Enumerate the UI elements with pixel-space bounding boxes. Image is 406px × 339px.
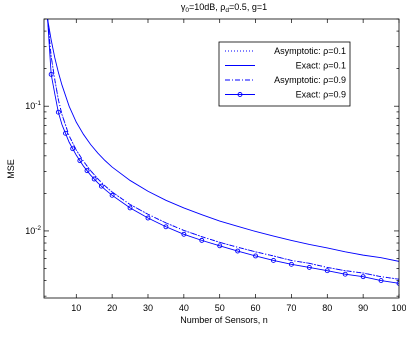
y-tick-label: 10-1 <box>25 100 41 111</box>
x-tick-label: 20 <box>107 303 117 313</box>
data-point <box>63 130 68 136</box>
series-line <box>47 19 399 284</box>
series-layer <box>47 19 399 286</box>
x-tick-label: 40 <box>179 303 189 313</box>
legend: Asymptotic: ρ=0.1 Exact: ρ=0.1 Asymptotic:… <box>218 41 351 107</box>
data-point <box>55 109 61 115</box>
title-gamma-rest: =10dB, ρ <box>189 2 225 12</box>
series-3 <box>47 19 399 280</box>
title-rho-sub: d <box>225 7 229 14</box>
data-point <box>181 231 187 237</box>
tick-labels: 10 20 30 40 50 60 70 80 90 100 10-1 10-2 <box>25 100 406 313</box>
data-point <box>98 183 104 189</box>
data-point <box>91 176 97 182</box>
legend-marker <box>237 92 243 97</box>
data-point <box>163 224 169 230</box>
title-rest: =0.5, g=1 <box>229 2 267 12</box>
data-point <box>199 237 205 243</box>
legend-box <box>218 41 351 107</box>
data-point <box>217 243 223 249</box>
data-point <box>342 271 348 277</box>
data-point <box>109 192 115 198</box>
series-4 <box>47 19 399 286</box>
x-tick-label: 30 <box>143 303 153 313</box>
title-gamma: γ <box>181 2 186 12</box>
data-point <box>77 158 83 164</box>
x-tick-label: 90 <box>358 303 368 313</box>
data-point <box>271 258 276 263</box>
data-point <box>288 261 294 267</box>
x-tick-label: 60 <box>251 303 261 313</box>
legend-label: Asymptotic: ρ=0.1 <box>274 46 346 56</box>
axes-border <box>43 18 400 299</box>
legend-label: Exact: ρ=0.9 <box>296 90 346 100</box>
data-point <box>396 280 399 286</box>
x-tick-label: 100 <box>391 303 406 313</box>
data-point <box>378 278 384 284</box>
x-tick-label: 10 <box>71 303 81 313</box>
data-point <box>145 215 151 221</box>
data-point <box>360 274 366 280</box>
legend-label: Exact: ρ=0.1 <box>296 61 346 71</box>
legend-label: Asymptotic: ρ=0.9 <box>274 75 346 85</box>
x-axis-label: Number of Sensors, n <box>180 315 268 325</box>
title-gamma-sub: 0 <box>185 7 189 14</box>
x-tick-label: 50 <box>215 303 225 313</box>
data-point <box>70 146 76 152</box>
axes-frame <box>43 18 400 299</box>
x-tick-label: 70 <box>286 303 296 313</box>
data-point <box>84 168 90 174</box>
data-point <box>48 71 54 77</box>
y-axis-label: MSE <box>6 159 16 179</box>
x-tick-label: 80 <box>322 303 332 313</box>
data-point <box>127 205 133 211</box>
data-point <box>306 264 312 270</box>
series-line <box>47 19 399 280</box>
data-point <box>253 253 259 259</box>
chart-title: γ0=10dB, ρd=0.5, g=1 <box>181 2 267 14</box>
y-tick-label: 10-2 <box>25 225 41 236</box>
data-point <box>235 248 241 254</box>
data-point <box>324 268 330 274</box>
series-line <box>47 19 399 262</box>
series-2 <box>47 19 399 262</box>
